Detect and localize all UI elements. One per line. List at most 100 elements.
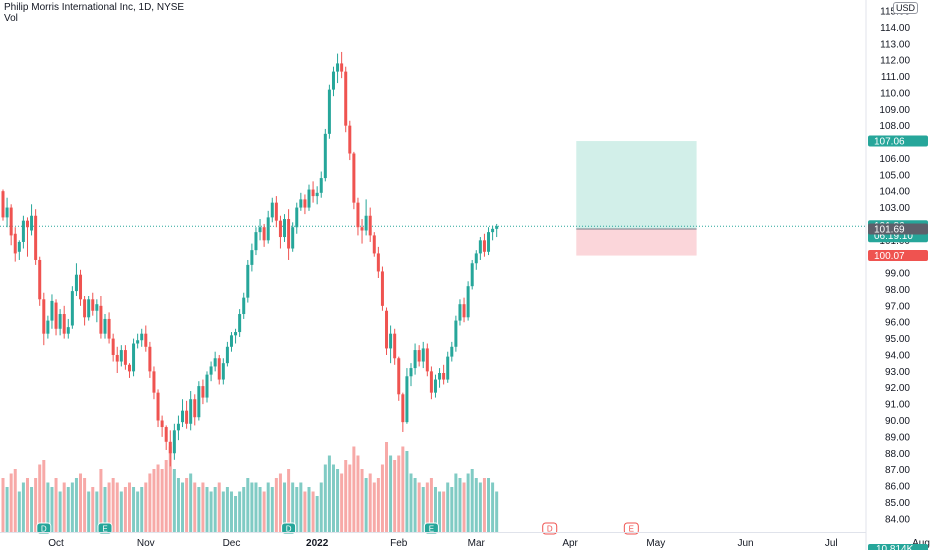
volume-bar — [66, 487, 70, 532]
volume-bar — [401, 446, 405, 532]
volume-bar — [376, 478, 380, 532]
volume-bar — [38, 464, 42, 532]
candle-body — [209, 366, 213, 375]
candle-body — [368, 215, 372, 236]
candle-body — [119, 350, 123, 362]
candle-body — [103, 318, 107, 334]
volume-bar — [217, 482, 221, 532]
candle-body — [58, 314, 62, 329]
profit-zone — [576, 141, 697, 230]
volume-bar — [417, 482, 421, 532]
volume-bar — [25, 478, 29, 532]
candle-body — [466, 286, 470, 318]
volume-bar — [303, 491, 307, 532]
price-tick-label: 87.00 — [885, 465, 910, 476]
volume-bar — [144, 482, 148, 532]
last-price-tag-countdown: 06:19:10 — [874, 231, 913, 242]
currency-badge[interactable]: USD — [892, 2, 918, 14]
candle-body — [364, 215, 368, 231]
volume-bar — [466, 473, 470, 532]
candle-body — [197, 386, 201, 418]
candle-body — [168, 441, 172, 454]
candle-body — [70, 291, 74, 326]
candle-body — [1, 191, 5, 218]
volume-bar — [287, 469, 291, 532]
candle-body — [376, 253, 380, 272]
candle-body — [425, 348, 429, 372]
volume-bar — [79, 473, 83, 532]
volume-bar — [356, 455, 360, 532]
candle-body — [74, 274, 78, 292]
candle-body — [132, 343, 136, 372]
volume-bar — [487, 478, 491, 532]
volume-bar — [1, 478, 5, 532]
candle-body — [250, 250, 254, 265]
volume-bar — [168, 446, 172, 532]
candle-body — [13, 233, 17, 254]
candle-body — [79, 274, 83, 300]
time-tick-label: Dec — [223, 538, 241, 549]
volume-bar — [148, 473, 152, 532]
price-tick-label: 95.00 — [885, 334, 910, 345]
volume-bar — [425, 482, 429, 532]
price-tick-label: 114.00 — [880, 23, 910, 34]
candle-body — [242, 297, 246, 315]
candle-body — [474, 253, 478, 264]
volume-bar — [250, 482, 254, 532]
candle-body — [50, 300, 54, 321]
symbol-title[interactable]: Philip Morris International Inc, 1D, NYS… — [4, 2, 185, 13]
volume-bar — [34, 478, 38, 532]
volume-bar — [446, 482, 450, 532]
earnings-marker — [97, 522, 113, 535]
position-zones — [0, 141, 866, 256]
candle-body — [274, 202, 278, 221]
price-tick-label: 96.00 — [885, 318, 910, 329]
price-tick-label: 104.00 — [879, 187, 910, 198]
price-tick-label: 90.00 — [885, 416, 910, 427]
volume-bar — [42, 460, 46, 532]
candle-body — [83, 299, 87, 318]
time-tick-label: May — [646, 538, 665, 549]
candle-body — [225, 346, 229, 364]
time-tick-label: Aug — [912, 538, 930, 549]
candle-body — [336, 63, 340, 72]
candle-body — [307, 189, 311, 208]
volume-bar — [115, 482, 119, 532]
candle-body — [107, 318, 111, 339]
candle-body — [221, 363, 225, 380]
volume-bar — [95, 491, 99, 532]
candle-body — [372, 235, 376, 254]
volume-bar — [176, 478, 180, 532]
candle-body — [217, 358, 221, 380]
candle-body — [454, 320, 458, 347]
candle-body — [487, 232, 491, 252]
candle-body — [299, 199, 303, 208]
candle-body — [95, 304, 99, 311]
volume-bar — [262, 491, 266, 532]
volume-bar — [123, 487, 127, 532]
dividend-marker — [36, 522, 52, 535]
candle-body — [115, 354, 119, 362]
target-price-tag-label: 107.06 — [874, 137, 905, 148]
candle-body — [450, 346, 454, 357]
price-tick-label: 86.00 — [885, 482, 910, 493]
candle-body — [470, 263, 474, 287]
volume-bar — [127, 482, 131, 532]
entry-price-tag — [868, 223, 928, 235]
price-axis[interactable]: 84.00 85.00 86.00 87.00 88.00 89.00 90.00 91.00… — [865, 0, 910, 550]
volume-bar — [193, 482, 197, 532]
candle-body — [278, 220, 282, 238]
volume-bar — [274, 478, 278, 532]
time-tick-label: Mar — [468, 538, 486, 549]
candle-body — [429, 371, 433, 393]
volume-label[interactable]: Vol — [4, 13, 18, 24]
volume-bar — [385, 442, 389, 532]
volume-bar — [132, 487, 136, 532]
volume-bar — [197, 487, 201, 532]
volume-bar — [409, 473, 413, 532]
volume-bar — [319, 482, 323, 532]
time-axis[interactable]: Oct Nov Dec 2022 Feb Mar Apr May Jun Jul Aug — [0, 532, 930, 550]
volume-bar — [13, 469, 17, 532]
